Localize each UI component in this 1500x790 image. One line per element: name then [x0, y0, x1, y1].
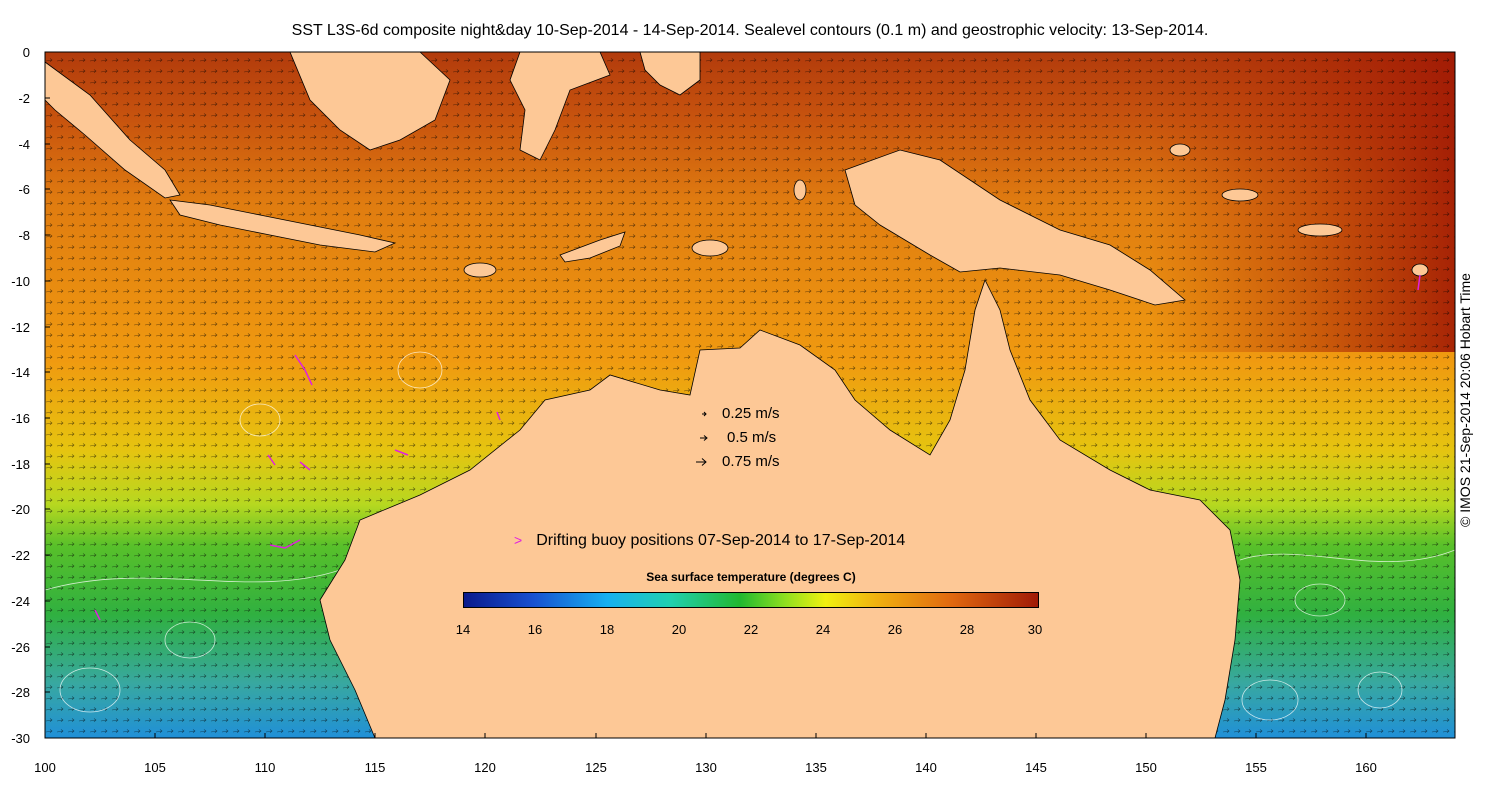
- sulawesi-land: [509, 51, 611, 161]
- x-tick: 135: [805, 760, 827, 775]
- colorbar-tick: 28: [959, 622, 975, 637]
- buoy-legend-label: Drifting buoy positions 07-Sep-2014 to 1…: [536, 532, 906, 549]
- y-tick: -12: [11, 320, 30, 335]
- colorbar-title: Sea surface temperature (degrees C): [646, 570, 856, 584]
- colorbar: [463, 592, 1039, 608]
- colorbar-tick: 26: [887, 622, 903, 637]
- y-tick: -22: [11, 548, 30, 563]
- colorbar-tick: 18: [599, 622, 615, 637]
- y-tick: -14: [11, 365, 30, 380]
- y-tick: -18: [11, 457, 30, 472]
- velocity-legend-label: 0.5 m/s: [727, 429, 777, 446]
- imos-credit: © IMOS 21-Sep-2014 20:06 Hobart Time: [1457, 273, 1473, 527]
- colorbar-tick: 30: [1027, 622, 1043, 637]
- y-tick: -10: [11, 274, 30, 289]
- x-tick: 150: [1135, 760, 1157, 775]
- sealevel-contours: [44, 351, 1456, 721]
- australia-land: [319, 278, 1241, 739]
- y-tick: -20: [11, 502, 30, 517]
- buoy-tracks: [94, 274, 1421, 621]
- java-land: [169, 199, 397, 253]
- x-tick: 100: [34, 760, 56, 775]
- velocity-legend-arrows: [696, 411, 708, 466]
- x-tick: 105: [144, 760, 166, 775]
- colorbar-tick: 16: [527, 622, 543, 637]
- axis-ticks: [44, 51, 1367, 739]
- y-tick: -30: [11, 731, 30, 746]
- y-tick: -8: [18, 228, 30, 243]
- y-tick: 0: [22, 45, 30, 60]
- y-tick: -6: [18, 182, 30, 197]
- timor-land: [559, 231, 626, 263]
- y-tick: -2: [18, 91, 30, 106]
- colorbar-tick: 14: [455, 622, 471, 637]
- x-tick: 110: [254, 760, 276, 775]
- y-tick: -24: [11, 594, 30, 609]
- colorbar-tick: 20: [671, 622, 687, 637]
- x-tick: 145: [1025, 760, 1047, 775]
- velocity-legend-label: 0.25 m/s: [722, 405, 780, 422]
- x-tick: 125: [585, 760, 607, 775]
- x-tick: 115: [364, 760, 386, 775]
- x-tick: 155: [1245, 760, 1267, 775]
- colorbar-tick: 24: [815, 622, 831, 637]
- velocity-legend-label: 0.75 m/s: [722, 453, 780, 470]
- new-guinea-land: [844, 149, 1186, 306]
- borneo-land: [289, 51, 451, 151]
- sumatra-land: [44, 61, 181, 199]
- plot-frame: [44, 51, 1456, 739]
- y-tick: -16: [11, 411, 30, 426]
- buoy-legend: > Drifting buoy positions 07-Sep-2014 to …: [514, 532, 905, 550]
- x-tick: 120: [474, 760, 496, 775]
- y-tick: -4: [18, 137, 30, 152]
- x-tick: 130: [695, 760, 717, 775]
- buoy-marker-icon: >: [514, 532, 523, 548]
- colorbar-tick: 22: [743, 622, 759, 637]
- x-tick: 160: [1355, 760, 1377, 775]
- y-tick: -26: [11, 640, 30, 655]
- y-tick: -28: [11, 685, 30, 700]
- x-tick: 140: [915, 760, 937, 775]
- map-title: SST L3S-6d composite night&day 10-Sep-20…: [291, 22, 1209, 39]
- landmass: [44, 51, 1429, 739]
